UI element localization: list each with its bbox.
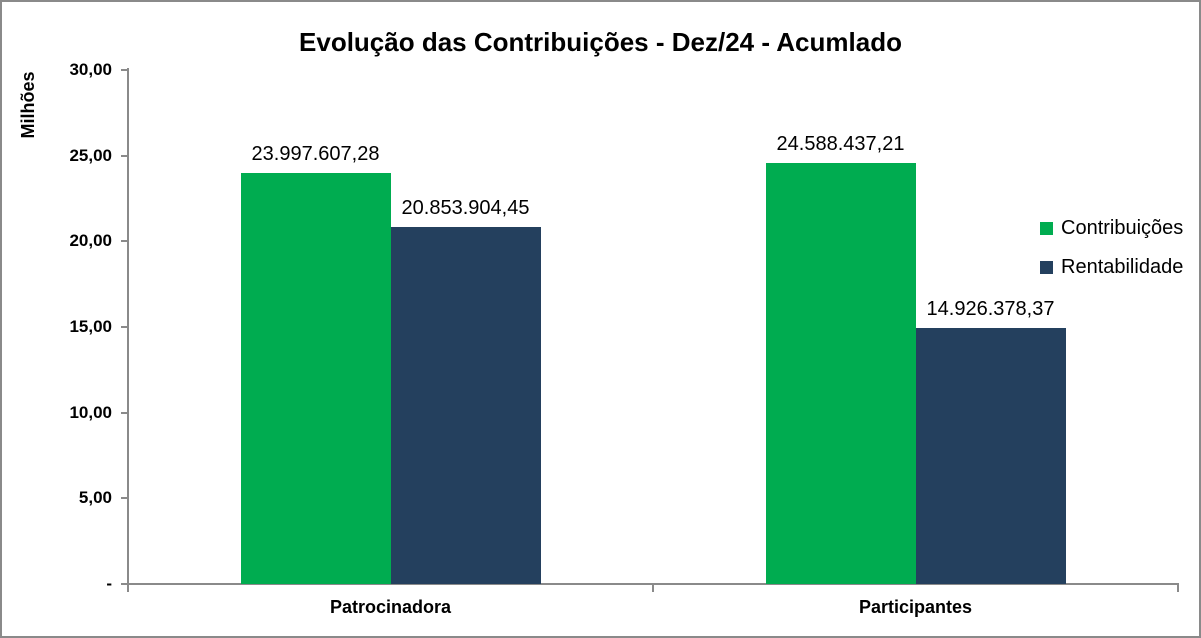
legend-swatch-icon	[1040, 260, 1053, 274]
category-label: Patrocinadora	[329, 597, 452, 617]
x-tick-mark	[1177, 583, 1179, 592]
legend-swatch-icon	[1040, 221, 1053, 235]
bar	[765, 162, 916, 584]
y-tick-label: 25,00	[69, 145, 112, 165]
y-tick-label: 20,00	[69, 231, 112, 251]
legend-label: Contribuições	[1061, 217, 1184, 239]
y-tick-label: 15,00	[69, 317, 112, 336]
y-tick-mark	[121, 69, 128, 71]
bar-value-label: 24.588.437,21	[776, 132, 905, 155]
legend: Contribuições Rentabilidade	[1040, 215, 1183, 293]
category-label: Participantes	[858, 597, 973, 617]
x-tick-mark	[127, 583, 129, 592]
y-tick-mark	[121, 497, 128, 500]
y-tick-label: 10,00	[69, 402, 112, 422]
legend-item: Rentabilidade	[1040, 254, 1183, 280]
bar	[915, 328, 1066, 584]
bar-value-label: 23.997.607,28	[251, 142, 380, 165]
y-tick-label: 5,00	[78, 488, 112, 508]
bar-value-label: 14.926.378,37	[926, 298, 1055, 321]
y-axis-line	[127, 68, 129, 592]
y-tick-label: -	[106, 574, 112, 593]
bar	[390, 226, 541, 584]
x-tick-mark	[652, 583, 654, 592]
y-tick-mark	[121, 240, 128, 243]
y-tick-label: 30,00	[69, 60, 112, 79]
y-tick-mark	[121, 154, 128, 157]
bar-value-label: 20.853.904,45	[401, 196, 530, 219]
y-tick-mark	[121, 583, 128, 585]
legend-label: Rentabilidade	[1061, 256, 1184, 278]
y-tick-mark	[121, 326, 128, 328]
chart-title: Evolução das Contribuições - Dez/24 - Ac…	[299, 27, 902, 57]
y-tick-mark	[121, 411, 128, 414]
legend-item: Contribuições	[1040, 215, 1183, 241]
bar	[240, 172, 391, 584]
